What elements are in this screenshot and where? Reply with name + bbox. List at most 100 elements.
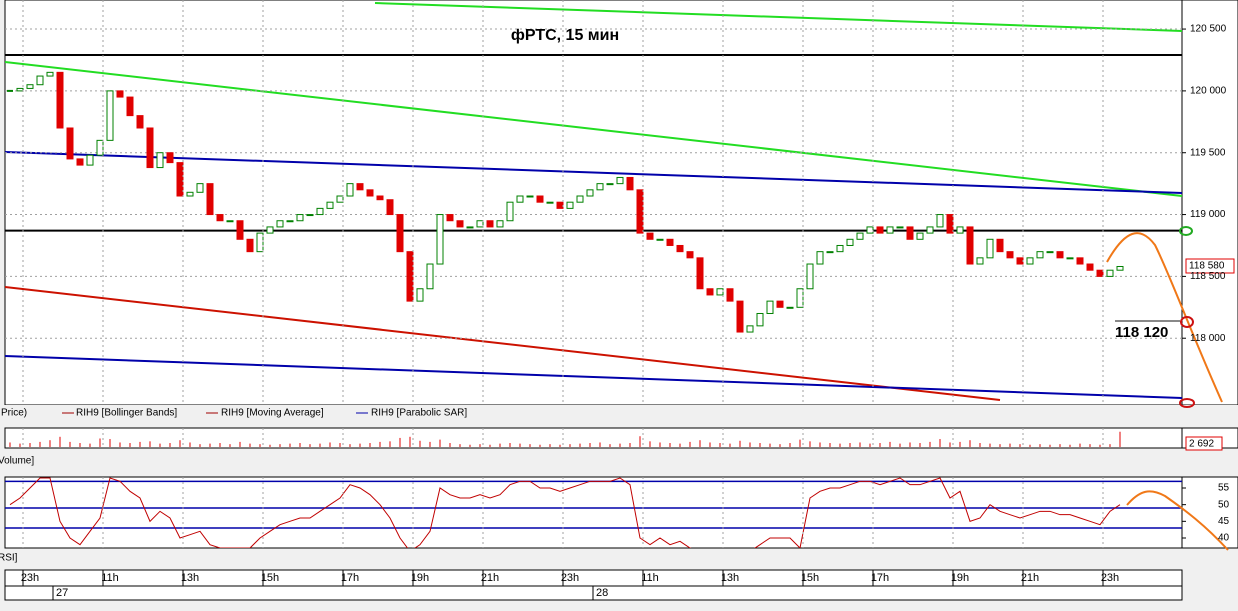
candle bbox=[86, 154, 94, 166]
forecast-arrow bbox=[1106, 232, 1223, 403]
volume-bar bbox=[619, 443, 621, 447]
candle bbox=[106, 90, 114, 141]
volume-bar bbox=[869, 443, 871, 447]
trend-line bbox=[374, 2, 1182, 32]
volume-bar bbox=[659, 442, 661, 447]
volume-bar bbox=[89, 443, 91, 447]
candle bbox=[726, 288, 734, 302]
candle bbox=[246, 238, 254, 253]
volume-bar bbox=[309, 444, 311, 447]
candle bbox=[56, 71, 64, 129]
annotation: 118 120 bbox=[1115, 324, 1168, 341]
volume-bar bbox=[379, 441, 381, 447]
candle bbox=[886, 226, 894, 234]
volume-bar bbox=[999, 444, 1001, 447]
volume-bar bbox=[339, 443, 341, 447]
volume-bar bbox=[589, 443, 591, 447]
volume-bar bbox=[479, 444, 481, 447]
trend-line bbox=[5, 151, 1182, 194]
volume-bar bbox=[849, 443, 851, 447]
legend-item: RIH9 [Parabolic SAR] bbox=[371, 408, 467, 419]
candle bbox=[506, 201, 514, 222]
x-tick-label: 11h bbox=[101, 572, 119, 584]
volume-bar bbox=[859, 442, 861, 447]
volume-bar bbox=[349, 444, 351, 447]
candle bbox=[966, 226, 974, 265]
volume-bar bbox=[599, 442, 601, 447]
price-axis bbox=[1181, 0, 1238, 406]
volume-bar bbox=[1109, 444, 1111, 447]
volume-bar bbox=[939, 439, 941, 447]
x-tick-label: 17h bbox=[871, 572, 889, 584]
volume-bar bbox=[59, 436, 61, 447]
y-tick-label: 118 000 bbox=[1190, 333, 1226, 344]
candle bbox=[486, 220, 494, 228]
candle bbox=[366, 189, 374, 197]
candle bbox=[716, 288, 724, 296]
x-tick-label: 11h bbox=[641, 572, 659, 584]
marker-circle bbox=[1179, 226, 1193, 236]
volume-bar bbox=[439, 439, 441, 447]
candle bbox=[636, 189, 644, 234]
volume-bar bbox=[129, 443, 131, 447]
candle bbox=[166, 152, 174, 164]
candle bbox=[736, 300, 744, 333]
volume-bar bbox=[119, 442, 121, 447]
volume-bar bbox=[579, 443, 581, 447]
x-tick-label: 23h bbox=[561, 572, 579, 584]
candle bbox=[706, 288, 714, 296]
date-label: 28 bbox=[596, 587, 608, 599]
date-label: 27 bbox=[56, 587, 68, 599]
candle bbox=[66, 127, 74, 160]
volume-bar bbox=[509, 443, 511, 447]
legend-item: RIH9 [Moving Average] bbox=[221, 408, 324, 419]
volume-bar bbox=[1059, 444, 1061, 447]
trend-line bbox=[5, 355, 1182, 399]
volume-bar bbox=[429, 441, 431, 447]
candle bbox=[76, 158, 84, 166]
volume-bar bbox=[69, 441, 71, 447]
candle bbox=[286, 220, 294, 223]
candle bbox=[646, 232, 654, 240]
candle bbox=[1096, 269, 1104, 277]
candle bbox=[656, 238, 664, 241]
volume-bar bbox=[249, 443, 251, 447]
volume-bar bbox=[1029, 444, 1031, 447]
volume-bar bbox=[609, 444, 611, 447]
volume-bar bbox=[1119, 431, 1121, 447]
candle bbox=[786, 306, 794, 309]
candle bbox=[846, 238, 854, 246]
volume-bar bbox=[199, 444, 201, 447]
volume-bar bbox=[629, 443, 631, 447]
price-panel bbox=[4, 0, 1183, 406]
candle bbox=[1026, 257, 1034, 265]
candle bbox=[426, 263, 434, 290]
x-tick-label: 13h bbox=[721, 572, 739, 584]
volume-bar bbox=[449, 443, 451, 447]
volume-bar bbox=[469, 444, 471, 447]
candle bbox=[156, 152, 164, 169]
volume-bar bbox=[639, 436, 641, 447]
candle bbox=[356, 183, 364, 191]
volume-bar bbox=[989, 443, 991, 447]
candle bbox=[876, 226, 884, 234]
trend-line bbox=[5, 61, 1182, 197]
x-tick-label: 21h bbox=[481, 572, 499, 584]
volume-bar bbox=[879, 443, 881, 447]
y-tick-label: 55 bbox=[1218, 483, 1230, 494]
candle bbox=[556, 201, 564, 209]
candle bbox=[1046, 251, 1054, 254]
y-tick-label: 119 000 bbox=[1190, 209, 1226, 220]
last-price-box bbox=[1185, 258, 1235, 274]
candle bbox=[436, 214, 444, 265]
candle bbox=[576, 195, 584, 203]
candle bbox=[1116, 265, 1124, 271]
candle bbox=[186, 191, 194, 197]
volume-bar bbox=[819, 442, 821, 447]
volume-bar bbox=[519, 443, 521, 447]
candle bbox=[856, 232, 864, 240]
candle bbox=[346, 183, 354, 197]
volume-bar bbox=[949, 442, 951, 447]
candle bbox=[396, 214, 404, 253]
candle bbox=[866, 226, 874, 234]
